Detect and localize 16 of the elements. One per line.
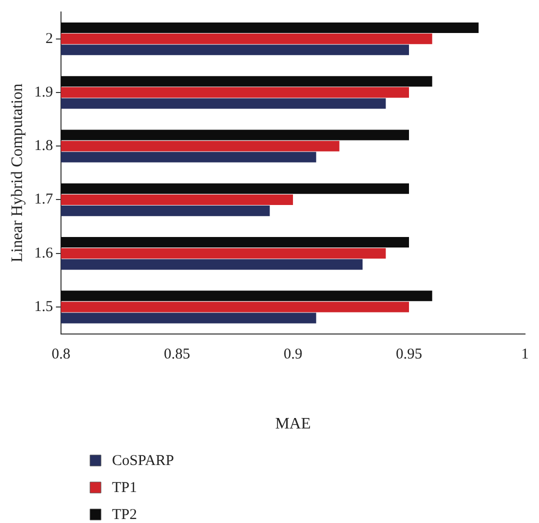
x-tick-label: 0.9: [284, 346, 302, 363]
x-tick-label: 0.85: [164, 346, 190, 363]
y-tick-label: 1.9: [34, 84, 53, 100]
y-tick-label: 1.7: [34, 192, 54, 208]
y-tick-label: 2: [45, 30, 53, 47]
y-tick-label: 1.6: [34, 245, 54, 262]
y-tick-label: 1.5: [34, 298, 53, 315]
x-axis-title: MAE: [275, 416, 311, 433]
y-axis-title: Linear Hybrid Computation: [8, 84, 26, 262]
legend-label: TP2: [112, 506, 138, 523]
x-tick-label: 0.95: [396, 346, 422, 363]
y-tick-label: 1.8: [34, 138, 53, 154]
x-tick-label: 1: [521, 346, 529, 363]
x-tick-label: 0.8: [52, 346, 70, 363]
legend-label: CoSPARP: [112, 452, 174, 469]
legend-label: TP1: [112, 480, 138, 496]
